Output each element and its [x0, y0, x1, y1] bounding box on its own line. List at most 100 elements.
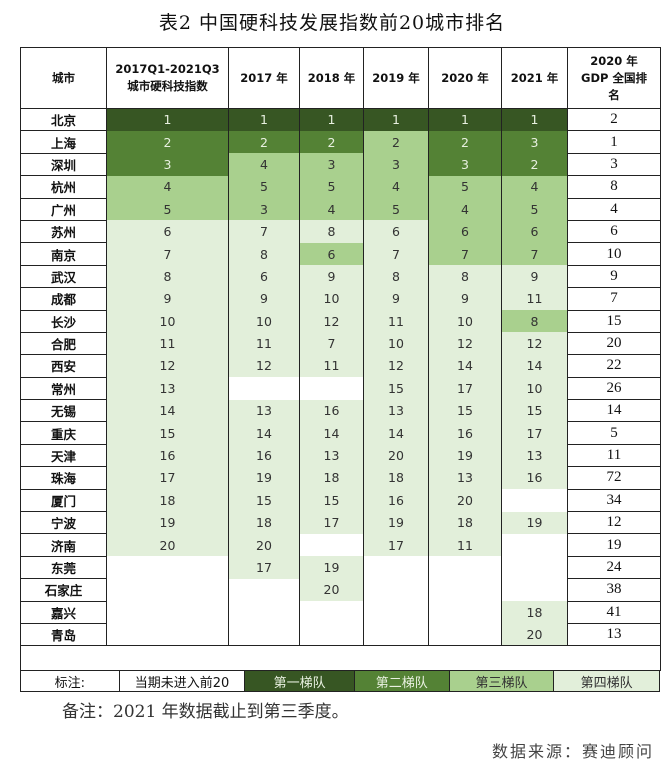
- rank-cell: 10: [106, 310, 229, 333]
- column-header: 2020 年 GDP 全国排 名: [567, 47, 661, 109]
- gdp-rank-cell: 24: [567, 555, 661, 580]
- rank-cell: 14: [428, 354, 502, 378]
- table-row: 上海 2 2 2 2 2 3 1: [20, 130, 661, 154]
- rank-cell: [228, 377, 300, 400]
- table-row: 武汉 8 6 9 8 8 9 9: [20, 264, 661, 289]
- rank-cell: 1: [428, 108, 502, 131]
- rank-cell: 4: [106, 175, 229, 199]
- city-name: 成都: [20, 287, 107, 311]
- rank-cell: 18: [363, 466, 429, 490]
- rank-cell: 19: [106, 511, 229, 534]
- rank-cell: 4: [228, 153, 300, 176]
- gdp-rank-cell: 11: [567, 443, 661, 468]
- city-name: 宁波: [20, 511, 107, 535]
- rank-cell: 13: [363, 399, 429, 422]
- table-row: 无锡 14 13 16 13 15 15 14: [20, 399, 661, 423]
- city-name: 合肥: [20, 331, 107, 356]
- gdp-rank-cell: 5: [567, 421, 661, 445]
- rank-cell: 4: [428, 198, 502, 221]
- rank-cell: 18: [106, 489, 229, 512]
- rank-cell: 2: [299, 130, 364, 154]
- rank-cell: 5: [501, 198, 568, 221]
- rank-cell: 11: [228, 332, 300, 355]
- header-row: 城市 2017Q1-2021Q3 城市硬科技指数 2017 年 2018 年 2019 …: [20, 47, 661, 109]
- rank-cell: 15: [299, 489, 364, 512]
- city-name: 厦门: [20, 488, 107, 513]
- gdp-rank-cell: 4: [567, 197, 661, 221]
- rank-cell: [228, 578, 300, 602]
- rank-cell: [299, 377, 364, 400]
- rank-cell: 1: [106, 108, 229, 131]
- rank-cell: [428, 556, 502, 579]
- table-row: 杭州 4 5 5 4 5 4 8: [20, 175, 661, 199]
- rank-cell: 10: [363, 332, 429, 355]
- rank-cell: 11: [428, 533, 502, 557]
- rank-cell: 18: [501, 601, 568, 624]
- rank-cell: 2: [501, 153, 568, 176]
- rank-cell: 20: [363, 444, 429, 467]
- rank-cell: 16: [106, 444, 229, 467]
- rank-cell: 4: [501, 175, 568, 199]
- rank-cell: 20: [106, 533, 229, 557]
- gdp-rank-cell: 12: [567, 511, 661, 535]
- rank-cell: 2: [228, 130, 300, 154]
- rank-cell: 17: [501, 421, 568, 445]
- rank-cell: 18: [299, 466, 364, 490]
- rank-cell: 11: [299, 354, 364, 378]
- column-header: 2019 年: [363, 47, 429, 109]
- column-header: 2017 年: [228, 47, 300, 109]
- rank-cell: 9: [299, 265, 364, 288]
- column-header: 城市: [20, 47, 107, 109]
- rank-cell: 6: [363, 220, 429, 243]
- rank-cell: 7: [363, 242, 429, 266]
- gdp-rank-cell: 38: [567, 578, 661, 602]
- spacer-cell: [20, 645, 661, 672]
- rank-cell: 1: [363, 108, 429, 131]
- city-name: 东莞: [20, 555, 107, 580]
- rank-cell: [501, 578, 568, 602]
- rank-cell: 7: [428, 242, 502, 266]
- rank-cell: 11: [363, 310, 429, 333]
- gdp-rank-cell: 3: [567, 152, 661, 177]
- rank-cell: 9: [228, 287, 300, 311]
- rank-cell: 13: [106, 377, 229, 400]
- rank-cell: 8: [428, 265, 502, 288]
- rank-cell: 2: [428, 130, 502, 154]
- rank-cell: 19: [428, 444, 502, 467]
- footnote: 备注：2021 年数据截止到第三季度。: [62, 702, 349, 722]
- city-name: 武汉: [20, 264, 107, 289]
- rank-cell: 9: [106, 287, 229, 311]
- gdp-rank-cell: 10: [567, 242, 661, 266]
- gdp-rank-cell: 1: [567, 130, 661, 154]
- rank-cell: 3: [106, 153, 229, 176]
- table-row: 常州 13 15 17 10 26: [20, 376, 661, 401]
- rank-cell: [299, 533, 364, 557]
- city-name: 嘉兴: [20, 600, 107, 624]
- table-row: 长沙 10 10 12 11 10 8 15: [20, 309, 661, 333]
- rank-cell: 15: [501, 399, 568, 422]
- city-name: 北京: [20, 107, 107, 132]
- rank-cell: [106, 578, 229, 602]
- table-row: 苏州 6 7 8 6 6 6 6: [20, 219, 661, 244]
- rank-cell: 11: [106, 332, 229, 355]
- rank-cell: 8: [299, 220, 364, 243]
- rank-cell: [428, 601, 502, 624]
- rank-cell: 12: [106, 354, 229, 378]
- rank-cell: 12: [428, 332, 502, 355]
- gdp-rank-cell: 34: [567, 488, 661, 513]
- city-name: 广州: [20, 197, 107, 221]
- spacer-row: [20, 645, 661, 672]
- rank-cell: 20: [228, 533, 300, 557]
- city-name: 深圳: [20, 152, 107, 177]
- rank-cell: 9: [428, 287, 502, 311]
- rank-cell: 8: [106, 265, 229, 288]
- rank-cell: 12: [228, 354, 300, 378]
- rank-cell: 6: [228, 265, 300, 288]
- legend-item: 当期未进入前20: [119, 671, 246, 691]
- city-name: 南京: [20, 242, 107, 266]
- rank-cell: 6: [106, 220, 229, 243]
- column-header: 2018 年: [299, 47, 364, 109]
- gdp-rank-cell: 19: [567, 533, 661, 557]
- rank-cell: [428, 623, 502, 646]
- rank-cell: 20: [428, 489, 502, 512]
